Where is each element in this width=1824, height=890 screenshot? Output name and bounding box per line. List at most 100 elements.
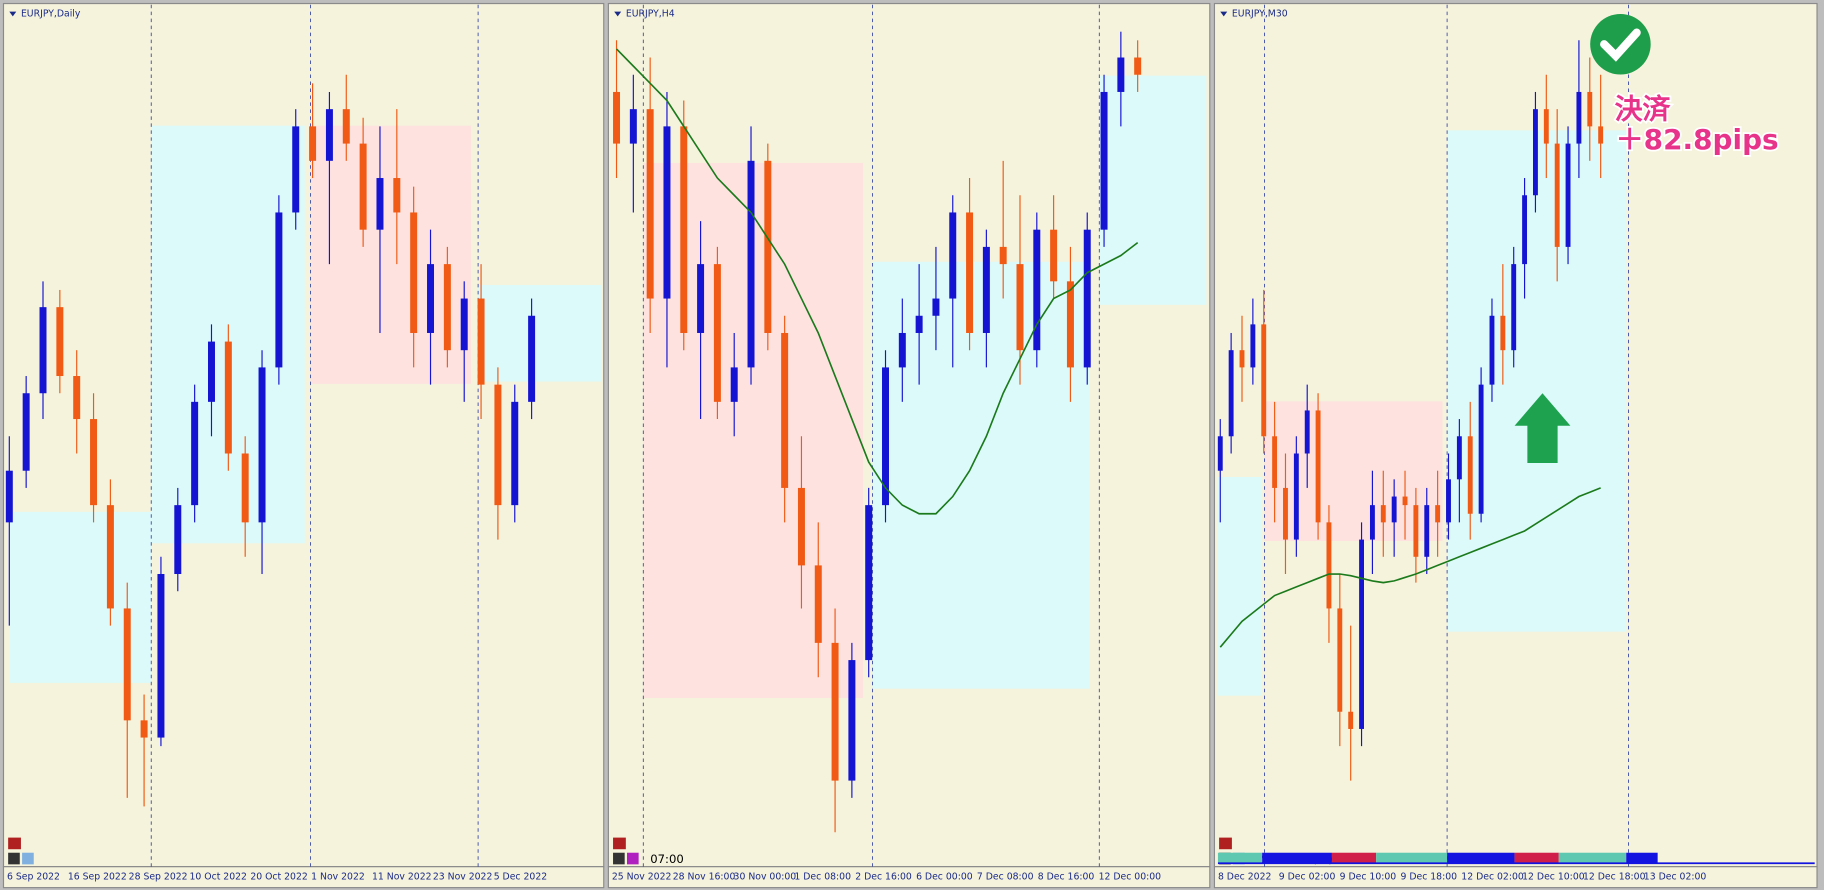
candle-body bbox=[1554, 143, 1560, 247]
candle-body bbox=[1478, 384, 1484, 514]
x-tick-label: 8 Dec 2022 bbox=[1218, 871, 1271, 882]
candle-body bbox=[241, 453, 249, 523]
candle-body bbox=[781, 332, 789, 488]
x-tick-label: 16 Sep 2022 bbox=[68, 871, 127, 882]
candle-body bbox=[1402, 496, 1408, 506]
candle-body bbox=[90, 419, 98, 506]
tool-button bbox=[8, 852, 20, 865]
candle-body bbox=[1117, 57, 1125, 92]
time-label: 07:00 bbox=[650, 852, 684, 866]
panel-title: EURJPY,Daily bbox=[21, 8, 81, 19]
candle-body bbox=[1348, 711, 1354, 729]
candle-body bbox=[157, 574, 165, 738]
candle-body bbox=[1391, 496, 1397, 523]
candle-body bbox=[713, 264, 721, 402]
candle-body bbox=[56, 307, 64, 377]
candle-body bbox=[1359, 539, 1364, 729]
candle-body bbox=[1033, 229, 1041, 351]
candle-body bbox=[1598, 126, 1604, 144]
session-strip bbox=[1447, 852, 1515, 864]
x-tick-label: 30 Nov 00:00 bbox=[734, 871, 797, 882]
candle-body bbox=[477, 298, 485, 385]
session-strip bbox=[1514, 852, 1559, 864]
candle-body bbox=[73, 376, 81, 420]
candle-body bbox=[915, 315, 923, 333]
candle-body bbox=[1016, 264, 1024, 351]
session-strip bbox=[1376, 852, 1448, 864]
tool-button bbox=[22, 852, 34, 865]
candle-body bbox=[1337, 608, 1343, 712]
candle-body bbox=[443, 264, 451, 351]
candle-body bbox=[309, 126, 317, 161]
zone bbox=[872, 261, 1090, 689]
candle-body bbox=[764, 160, 772, 333]
candle-body bbox=[1532, 109, 1538, 196]
x-tick-label: 13 Dec 02:00 bbox=[1644, 871, 1707, 882]
candle-body bbox=[932, 298, 940, 316]
candle-body bbox=[814, 565, 822, 643]
candle-body bbox=[1326, 522, 1332, 609]
x-tick-label: 12 Dec 18:00 bbox=[1583, 871, 1646, 882]
x-tick-label: 12 Dec 00:00 bbox=[1099, 871, 1162, 882]
candle-body bbox=[1456, 436, 1462, 480]
candle-body bbox=[528, 315, 536, 402]
candle-body bbox=[966, 212, 974, 333]
candle-body bbox=[848, 660, 856, 781]
menu-icon bbox=[1220, 11, 1228, 17]
candle-body bbox=[730, 367, 738, 402]
close-button bbox=[8, 837, 21, 850]
moving-average bbox=[1219, 487, 1601, 648]
zone bbox=[1099, 75, 1207, 305]
x-tick-label: 10 Oct 2022 bbox=[189, 871, 246, 882]
candle-body bbox=[427, 264, 435, 333]
candle-body bbox=[1424, 505, 1430, 557]
x-tick-label: 9 Dec 02:00 bbox=[1279, 871, 1336, 882]
candle-body bbox=[342, 109, 350, 144]
moving-average bbox=[615, 48, 1139, 515]
candle-body bbox=[1083, 229, 1091, 368]
candle-body bbox=[1293, 453, 1299, 540]
annotation: ＋82.8pips bbox=[1616, 123, 1779, 156]
session-strip bbox=[1558, 852, 1627, 864]
menu-icon bbox=[9, 11, 17, 17]
candle-body bbox=[376, 178, 384, 230]
candle-body bbox=[613, 91, 621, 144]
session-strip bbox=[1331, 852, 1377, 864]
candle-body bbox=[898, 332, 906, 368]
x-tick-label: 6 Dec 00:00 bbox=[916, 871, 973, 882]
menu-icon bbox=[614, 11, 622, 17]
candle-body bbox=[797, 487, 805, 566]
candle-body bbox=[22, 393, 30, 471]
candle-body bbox=[1500, 315, 1506, 351]
x-tick-label: 28 Sep 2022 bbox=[129, 871, 188, 882]
x-tick-label: 9 Dec 18:00 bbox=[1400, 871, 1457, 882]
candle-body bbox=[511, 401, 519, 506]
x-tick-label: 25 Nov 2022 bbox=[612, 871, 672, 882]
candle-body bbox=[123, 608, 131, 721]
x-tick-label: 23 Nov 2022 bbox=[433, 871, 493, 882]
check-icon bbox=[1590, 14, 1651, 75]
candle-body bbox=[325, 109, 333, 161]
panel-title: EURJPY,M30 bbox=[1232, 8, 1288, 19]
candle-body bbox=[1511, 264, 1517, 351]
candle-body bbox=[1413, 505, 1419, 557]
x-tick-label: 28 Nov 16:00 bbox=[673, 871, 736, 882]
candle-body bbox=[1489, 315, 1495, 385]
x-tick-label: 20 Oct 2022 bbox=[250, 871, 307, 882]
candle-body bbox=[207, 341, 215, 402]
axis-strip bbox=[607, 866, 1211, 889]
close-button bbox=[1219, 837, 1232, 850]
candle-body bbox=[1100, 91, 1108, 230]
x-tick-label: 2 Dec 16:00 bbox=[855, 871, 912, 882]
zone bbox=[1447, 130, 1627, 632]
candle-body bbox=[1217, 436, 1223, 471]
session-strip bbox=[1217, 852, 1263, 864]
x-tick-label: 6 Sep 2022 bbox=[7, 871, 60, 882]
candle-body bbox=[292, 126, 300, 213]
zone bbox=[1217, 476, 1263, 696]
candle-body bbox=[1250, 324, 1256, 368]
candle-body bbox=[663, 126, 671, 299]
candle-body bbox=[359, 143, 367, 230]
x-tick-label: 7 Dec 08:00 bbox=[977, 871, 1034, 882]
candle-body bbox=[1228, 350, 1234, 437]
